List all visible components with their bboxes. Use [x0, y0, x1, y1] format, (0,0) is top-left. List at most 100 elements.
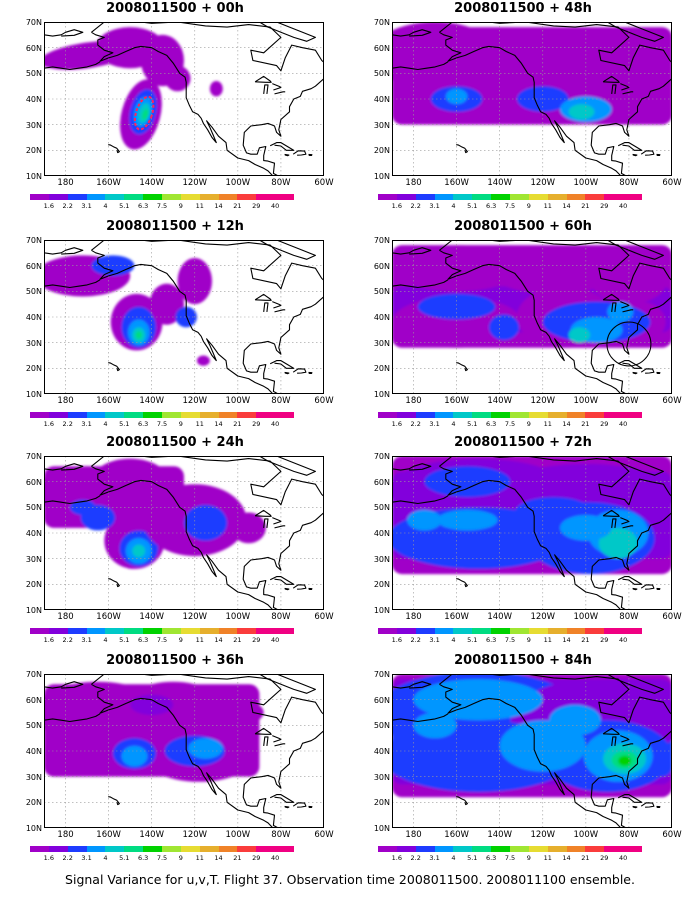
figure-caption: Signal Variance for u,v,T. Flight 37. Ob…	[65, 872, 635, 887]
latitude-label: 30N	[373, 554, 390, 564]
colorbar-swatch	[199, 412, 219, 418]
map-frame	[392, 22, 672, 176]
colorbar-swatch	[396, 194, 416, 200]
colorbar-tick-label: 29	[252, 202, 261, 210]
colorbar-tick-label: 4	[451, 854, 456, 862]
colorbar-swatch	[491, 628, 511, 634]
latitude-label: 10N	[25, 172, 42, 181]
colorbar-swatch	[585, 628, 605, 634]
latitude-label: 50N	[373, 69, 390, 79]
variance-contour	[69, 499, 96, 516]
colorbar-swatch	[237, 194, 257, 200]
colorbar-swatch	[566, 194, 586, 200]
longitude-label: 80W	[271, 830, 291, 840]
latitude-label: 20N	[373, 580, 390, 590]
longitude-label: 140W	[487, 612, 512, 622]
gridlines	[44, 240, 324, 394]
gridlines	[392, 22, 672, 176]
variance-field	[392, 674, 672, 798]
map-svg	[392, 674, 672, 828]
colorbar-tick-label: 5.1	[467, 202, 478, 210]
map-svg	[392, 456, 672, 610]
colorbar-tick-label: 7.5	[156, 636, 168, 644]
latitude-label: 40N	[25, 529, 42, 538]
colorbar-tick-label: 5.1	[119, 854, 130, 862]
longitude-label: 100W	[225, 612, 251, 622]
gridlines	[44, 456, 324, 610]
longitude-label: 100W	[225, 396, 251, 406]
colorbar-swatch	[566, 846, 586, 852]
colorbar-swatch	[67, 194, 87, 200]
longitude-label: 180	[57, 178, 74, 188]
latitude-label: 40N	[25, 313, 42, 322]
colorbar-swatch	[218, 846, 238, 852]
longitude-label: 80W	[619, 830, 639, 840]
colorbar-tick-label: 2.2	[410, 420, 421, 428]
variance-contour	[91, 458, 169, 505]
variance-contour	[392, 22, 500, 89]
latitude-label: 70N	[25, 452, 42, 461]
colorbar-swatch	[472, 628, 492, 634]
colorbar-tick-label: 7.5	[156, 202, 168, 210]
map-panel: 2008011500 + 48h 70N 60N 50N 40N 30N 20N 10N 180…	[358, 0, 688, 210]
latitude-label: 50N	[25, 721, 42, 731]
map-svg	[44, 674, 324, 828]
colorbar-tick-label: 5.1	[467, 420, 478, 428]
colorbar-tick-label: 7.5	[504, 202, 516, 210]
colorbar-swatch	[510, 846, 529, 852]
latitude-label: 40N	[373, 95, 390, 104]
colorbar-swatch	[491, 194, 511, 200]
longitude-label: 80W	[619, 396, 639, 406]
colorbar-swatch	[199, 628, 219, 634]
variance-contour	[149, 283, 184, 325]
colorbar-swatch	[434, 194, 454, 200]
latitude-label: 60N	[25, 695, 42, 705]
latitude-label: 20N	[25, 364, 42, 374]
longitude-label: 60W	[314, 396, 334, 406]
colorbar-swatch	[623, 846, 643, 852]
latitude-label: 60N	[25, 43, 42, 53]
longitude-label: 160W	[444, 396, 469, 406]
colorbar-swatch	[48, 628, 68, 634]
colorbar-swatch	[105, 194, 125, 200]
colorbar-tick-label: 2.2	[410, 636, 421, 644]
panel-title: 2008011500 + 00h	[106, 1, 244, 16]
colorbar-swatch	[528, 628, 548, 634]
longitude-label: 180	[57, 396, 74, 406]
variance-contour	[549, 704, 601, 736]
colorbar-swatch	[547, 628, 567, 634]
variance-contour	[413, 679, 543, 721]
colorbar-tick-label: 11	[195, 202, 204, 210]
colorbar-swatch	[623, 194, 643, 200]
colorbar-tick-label: 3.1	[81, 636, 92, 644]
colorbar-swatch	[415, 846, 435, 852]
latitude-label: 20N	[25, 146, 42, 156]
longitude-label: 140W	[487, 830, 512, 840]
longitude-label: 80W	[271, 396, 291, 406]
map-frame	[392, 674, 672, 828]
colorbar-tick-label: 40	[271, 854, 280, 862]
colorbar-swatch	[604, 846, 624, 852]
latitude-label: 30N	[373, 338, 390, 348]
map-frame	[44, 240, 324, 394]
colorbar-tick-label: 14	[562, 202, 571, 210]
colorbar-tick-label: 29	[252, 420, 261, 428]
colorbar-tick-label: 5.1	[119, 636, 130, 644]
colorbar-tick-label: 40	[619, 420, 628, 428]
colorbar-swatch	[86, 628, 106, 634]
colorbar-tick-label: 21	[581, 636, 590, 644]
panel-title: 2008011500 + 48h	[454, 1, 592, 16]
variance-map	[44, 240, 324, 394]
colorbar-swatch	[124, 628, 144, 634]
variance-contour	[407, 509, 442, 531]
colorbar-swatch	[162, 628, 181, 634]
longitude-label: 80W	[619, 612, 639, 622]
colorbar-tick-label: 3.1	[429, 854, 440, 862]
colorbar-swatch	[415, 412, 435, 418]
colorbar-tick-label: 29	[600, 854, 609, 862]
longitude-label: 120W	[182, 396, 208, 406]
longitude-label: 180	[57, 830, 74, 840]
latitude-label: 70N	[373, 670, 390, 679]
variance-field	[44, 27, 223, 150]
colorbar-tick-label: 21	[581, 854, 590, 862]
